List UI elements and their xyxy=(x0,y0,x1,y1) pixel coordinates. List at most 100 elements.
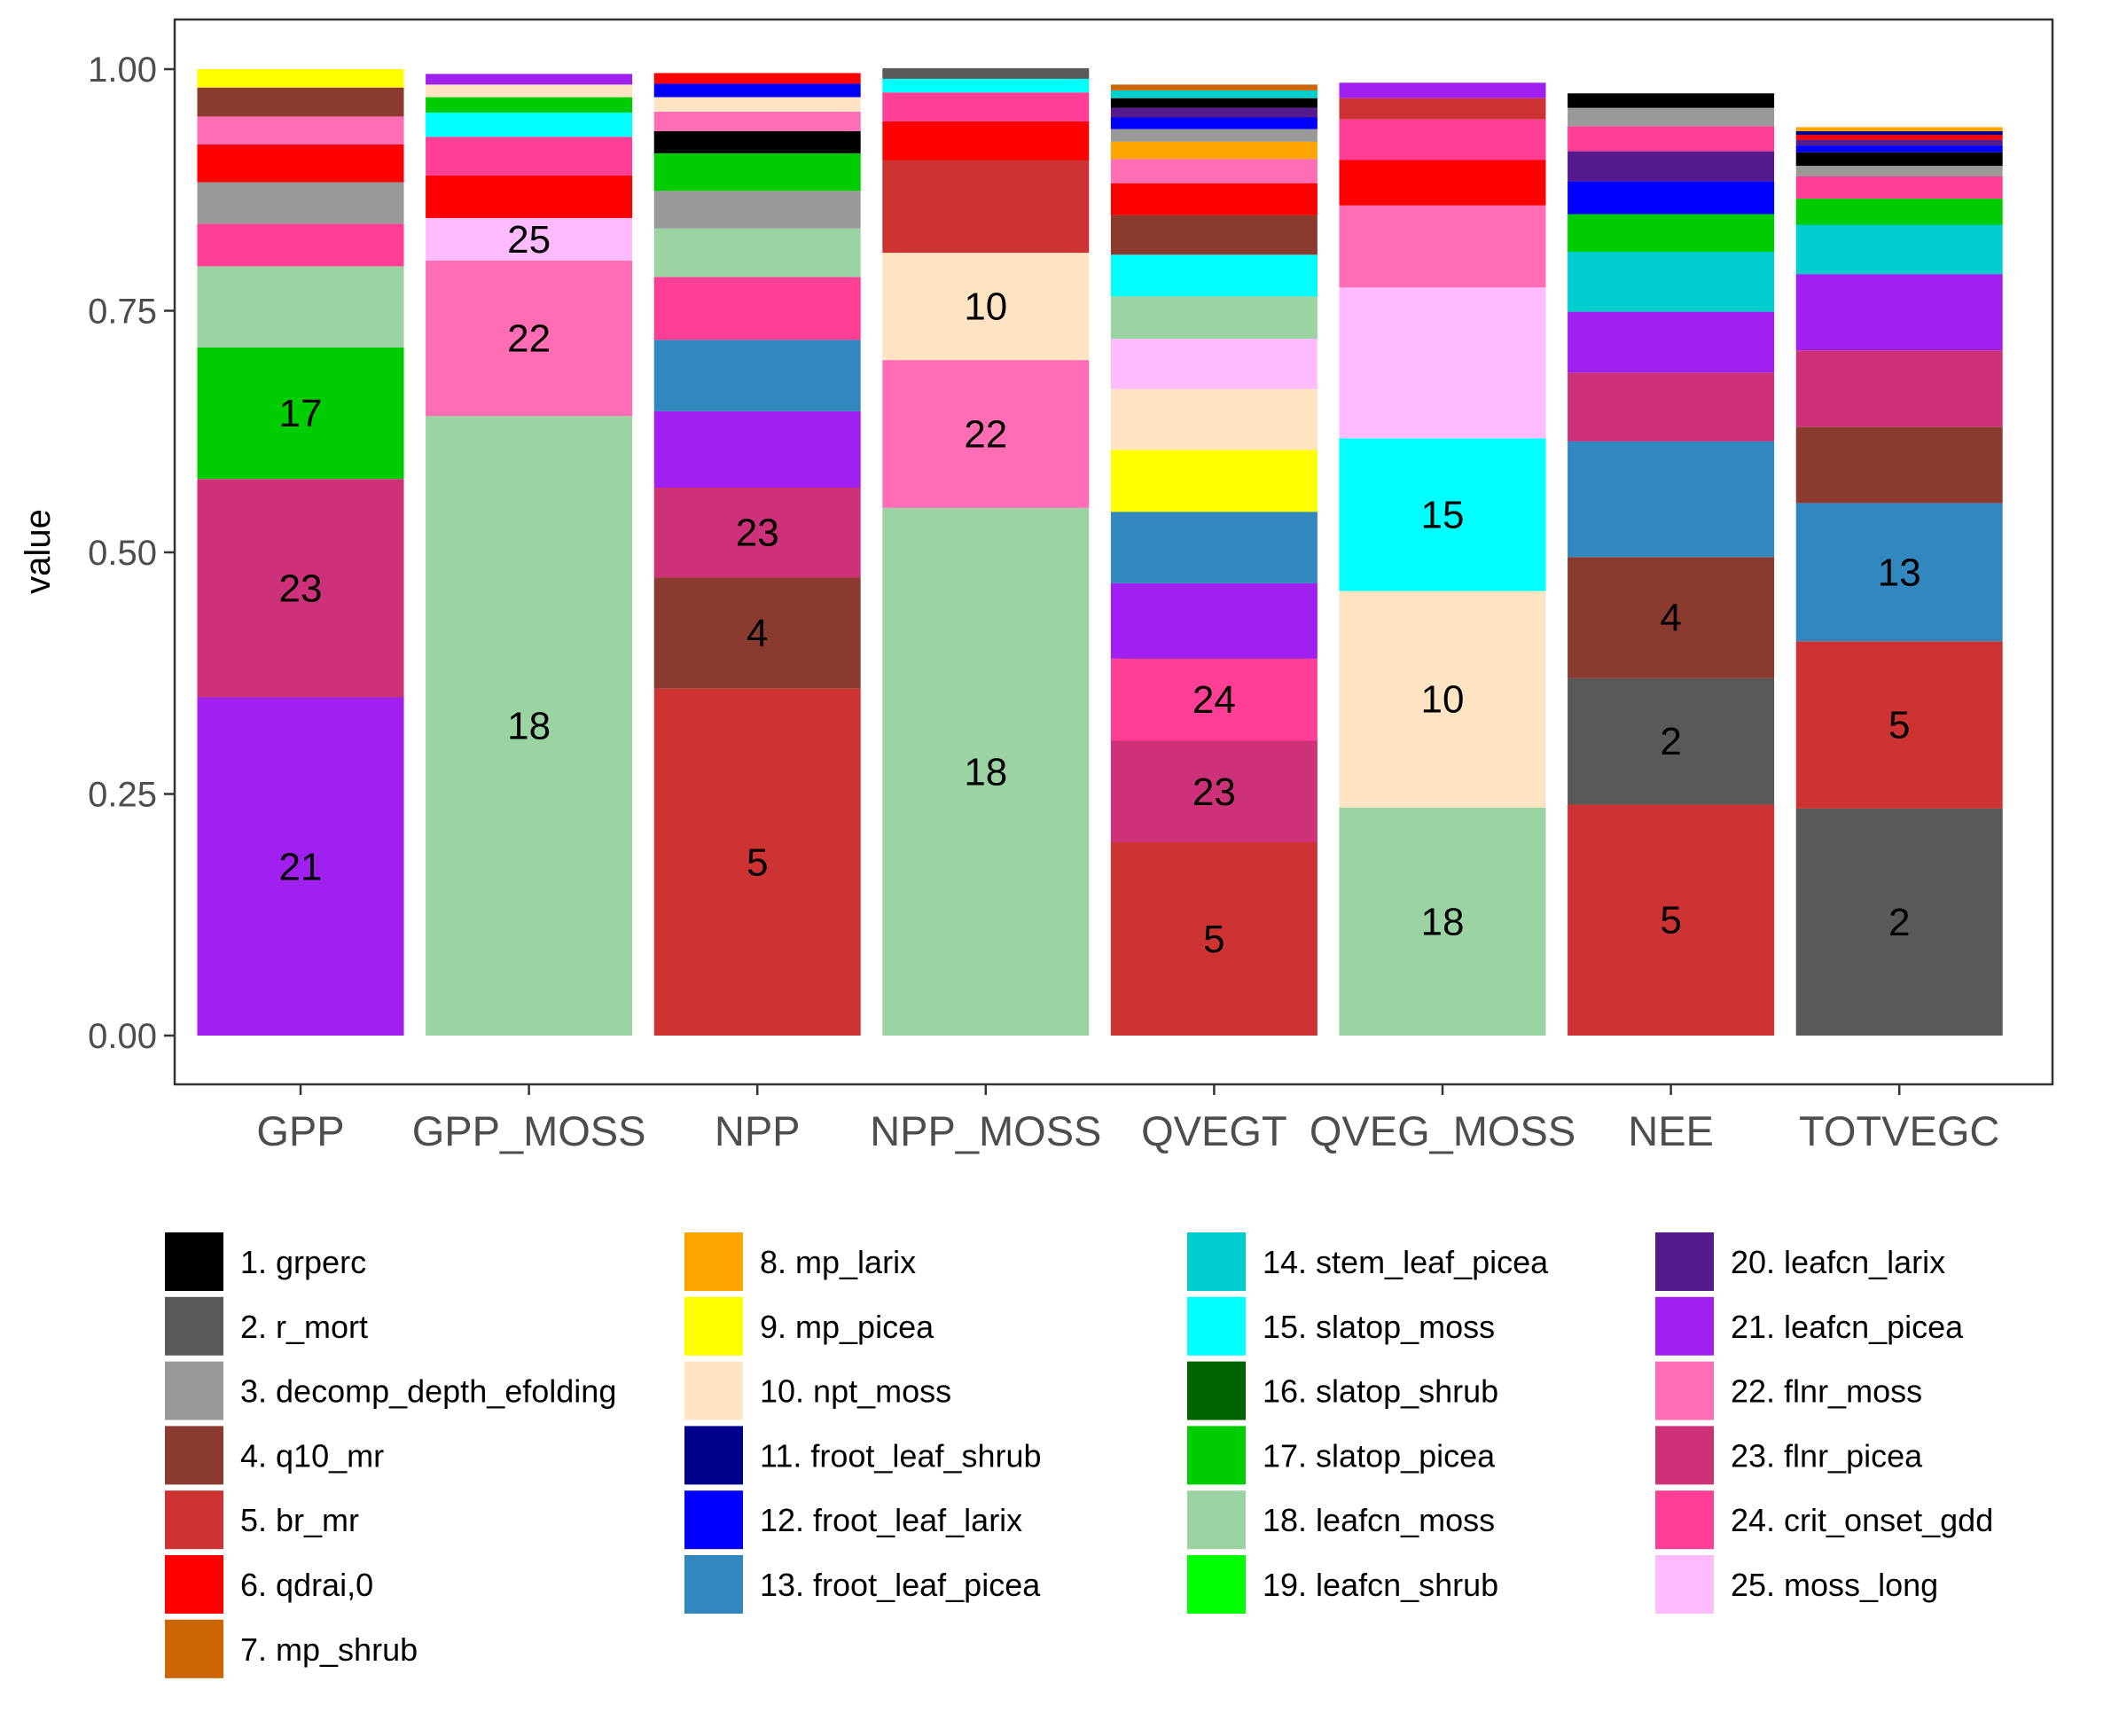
legend-key xyxy=(165,1361,223,1420)
legend-key xyxy=(1187,1555,1246,1614)
bar-segment-totvegc-param-2 xyxy=(1795,808,2003,1036)
legend-label: 8. mp_larix xyxy=(760,1244,916,1280)
bar-segment-gpp-param-23 xyxy=(197,479,404,698)
bar-segment-qvegt-param-9 xyxy=(1110,450,1318,512)
bar-segment-gpp-param-24 xyxy=(197,223,404,267)
bar-segment-gpp-param-4 xyxy=(197,87,404,117)
legend-key xyxy=(684,1555,743,1614)
bar-segment-npp-param-23 xyxy=(653,488,861,578)
bar-segment-gpp-param-17 xyxy=(197,347,404,480)
bar-segment-nee-param-1 xyxy=(1568,93,1775,108)
bar-segment-gpp-param-22 xyxy=(197,116,404,145)
bars-layer xyxy=(197,67,2003,1036)
bar-segment-label: 4 xyxy=(1660,597,1681,640)
bar-segment-totvegc-param-8 xyxy=(1795,127,2003,131)
bar-segment-totvegc-param-23 xyxy=(1795,350,2003,427)
legend-key xyxy=(1655,1555,1714,1614)
bar-segment-npp-param-5 xyxy=(653,688,861,1036)
bar-segment-gpp-moss-param-22 xyxy=(426,260,633,417)
legend-label: 7. mp_shrub xyxy=(240,1631,418,1668)
legend-label: 12. froot_leaf_larix xyxy=(760,1502,1022,1538)
legend-key xyxy=(165,1426,223,1485)
bar-segment-qveg-moss-param-18 xyxy=(1339,807,1546,1036)
bar-segment-label: 23 xyxy=(736,512,779,555)
bar-segment-qvegt-param-22 xyxy=(1110,159,1318,184)
bar-segment-qvegt-param-10 xyxy=(1110,388,1318,450)
y-tick-label: 0.50 xyxy=(88,534,157,573)
x-tick-label: GPP_MOSS xyxy=(412,1107,646,1154)
bar-segment-npp-param-24 xyxy=(653,277,861,340)
bar-segment-label: 2 xyxy=(1888,901,1910,944)
bar-segment-gpp-moss-param-10 xyxy=(426,84,633,98)
legend-key xyxy=(684,1232,743,1291)
bar-segment-qvegt-param-4 xyxy=(1110,215,1318,255)
bar-segment-npp-param-1 xyxy=(653,130,861,153)
legend-key xyxy=(1187,1426,1246,1485)
bar-segment-npp-moss-param-5 xyxy=(882,160,1090,254)
legend-label: 1. grperc xyxy=(240,1244,366,1280)
bar-segment-qveg-moss-param-21 xyxy=(1339,82,1546,98)
bar-segment-qveg-moss-param-6 xyxy=(1339,160,1546,206)
legend-label: 10. npt_moss xyxy=(760,1373,951,1410)
legend-label: 17. slatop_picea xyxy=(1263,1437,1496,1474)
legend-key xyxy=(165,1490,223,1550)
x-tick-label: NPP xyxy=(715,1107,801,1154)
bar-segment-label: 18 xyxy=(964,750,1007,794)
legend-key xyxy=(165,1619,223,1678)
legend-label: 14. stem_leaf_picea xyxy=(1263,1244,1549,1280)
bar-segment-qvegt-param-8 xyxy=(1110,141,1318,160)
legend-key xyxy=(1187,1490,1246,1550)
bar-segment-label: 13 xyxy=(1878,551,1921,594)
legend: 1. grperc 2. r_mort 3. decomp_depth_efoldi… xyxy=(165,1232,1993,1678)
bar-segment-totvegc-param-12 xyxy=(1795,145,2003,152)
legend-label: 3. decomp_depth_efolding xyxy=(240,1373,616,1410)
bar-segment-label: 5 xyxy=(747,841,768,884)
bar-segment-npp-param-12 xyxy=(653,83,861,98)
bar-segment-qveg-moss-param-10 xyxy=(1339,590,1546,808)
legend-key xyxy=(1655,1426,1714,1485)
bar-segment-npp-moss-param-18 xyxy=(882,507,1090,1036)
legend-key xyxy=(684,1296,743,1356)
bar-segment-nee-param-4 xyxy=(1568,557,1775,678)
bar-segment-qvegt-param-3 xyxy=(1110,129,1318,142)
bar-segment-npp-param-21 xyxy=(653,411,861,488)
bar-segment-npp-moss-param-10 xyxy=(882,253,1090,361)
bar-segment-npp-param-22 xyxy=(653,112,861,131)
bar-segment-label: 23 xyxy=(1192,770,1236,814)
bar-segment-label: 15 xyxy=(1421,494,1465,537)
bar-segment-nee-param-24 xyxy=(1568,126,1775,152)
bar-segment-label: 10 xyxy=(964,285,1007,329)
bar-segment-npp-moss-param-2 xyxy=(882,67,1090,79)
bar-segment-label: 23 xyxy=(279,567,323,610)
bar-segment-qvegt-param-21 xyxy=(1110,583,1318,659)
bar-segment-gpp-moss-param-15 xyxy=(426,113,633,137)
bar-segment-label: 5 xyxy=(1888,704,1910,747)
bar-segment-label: 18 xyxy=(507,705,551,748)
bar-segment-gpp-moss-param-6 xyxy=(426,175,633,218)
legend-key xyxy=(1187,1232,1246,1291)
x-axis: GPP GPP_MOSS NPP NPP_MOSS QVEGT QVEG_MOSS NEE T… xyxy=(256,1084,1999,1154)
legend-label: 23. flnr_picea xyxy=(1731,1437,1923,1474)
bar-segment-totvegc-param-13 xyxy=(1795,503,2003,642)
bar-segment-gpp-moss-param-17 xyxy=(426,97,633,113)
legend-key xyxy=(1187,1296,1246,1356)
legend-label: 15. slatop_moss xyxy=(1263,1309,1495,1345)
bar-segment-npp-moss-param-15 xyxy=(882,78,1090,93)
bar-segment-totvegc-param-4 xyxy=(1795,426,2003,504)
bar-segment-label: 4 xyxy=(747,612,768,655)
bar-segment-gpp-moss-param-18 xyxy=(426,416,633,1036)
bar-segment-qvegt-param-6 xyxy=(1110,183,1318,215)
legend-label: 9. mp_picea xyxy=(760,1309,934,1345)
bar-segment-label: 24 xyxy=(1192,678,1236,722)
bar-segment-nee-param-20 xyxy=(1568,151,1775,182)
y-tick-label: 0.00 xyxy=(88,1017,157,1056)
bar-segment-label: 21 xyxy=(279,845,323,888)
bar-segment-gpp-param-9 xyxy=(197,69,404,88)
legend-label: 11. froot_leaf_shrub xyxy=(760,1437,1042,1474)
bar-segment-npp-param-3 xyxy=(653,191,861,229)
bar-segment-totvegc-param-24 xyxy=(1795,176,2003,199)
legend-label: 13. froot_leaf_picea xyxy=(760,1567,1041,1603)
bar-segment-nee-param-23 xyxy=(1568,372,1775,442)
